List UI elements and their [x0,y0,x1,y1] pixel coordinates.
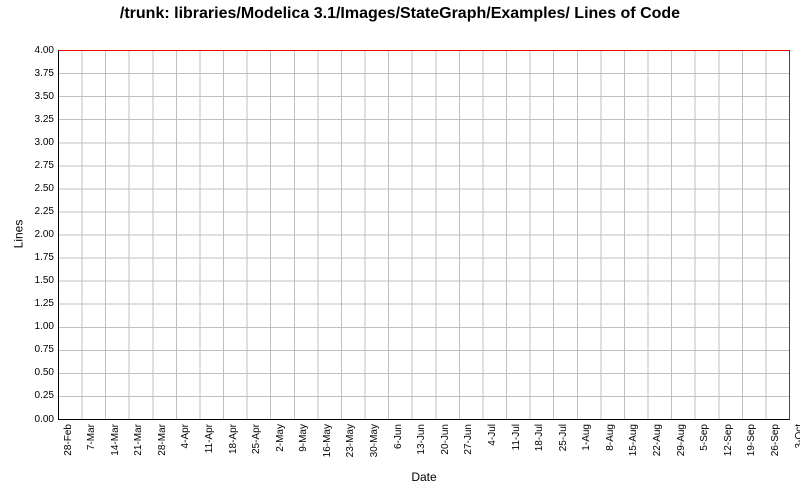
x-tick-label: 28-Mar [157,424,168,484]
x-tick-label: 29-Aug [676,424,687,484]
x-tick-label: 25-Jul [558,424,569,484]
x-tick-label: 8-Aug [605,424,616,484]
x-tick-label: 15-Aug [628,424,639,484]
x-tick-label: 11-Jul [511,424,522,484]
y-tick-label: 1.50 [20,275,54,286]
plot-area [58,50,790,420]
x-tick-label: 18-Apr [228,424,239,484]
x-tick-label: 2-May [275,424,286,484]
x-tick-label: 16-May [322,424,333,484]
x-tick-label: 20-Jun [440,424,451,484]
y-tick-label: 2.50 [20,183,54,194]
x-tick-label: 27-Jun [463,424,474,484]
x-tick-label: 7-Mar [86,424,97,484]
x-tick-label: 26-Sep [770,424,781,484]
y-tick-label: 1.25 [20,298,54,309]
x-tick-label: 28-Feb [63,424,74,484]
x-tick-label: 12-Sep [723,424,734,484]
y-tick-label: 3.25 [20,114,54,125]
y-tick-label: 2.75 [20,160,54,171]
y-tick-label: 2.00 [20,229,54,240]
x-tick-label: 21-Mar [133,424,144,484]
y-tick-label: 0.50 [20,367,54,378]
x-tick-label: 6-Jun [393,424,404,484]
y-tick-label: 2.25 [20,206,54,217]
y-tick-label: 1.75 [20,252,54,263]
x-tick-label: 30-May [369,424,380,484]
x-tick-label: 18-Jul [534,424,545,484]
y-tick-label: 1.00 [20,321,54,332]
chart-svg [58,50,790,420]
x-tick-label: 25-Apr [251,424,262,484]
y-tick-label: 0.00 [20,414,54,425]
y-tick-label: 4.00 [20,45,54,56]
x-tick-label: 13-Jun [416,424,427,484]
x-tick-label: 1-Aug [581,424,592,484]
x-tick-label: 9-May [298,424,309,484]
x-tick-label: 4-Jul [487,424,498,484]
x-tick-label: 11-Apr [204,424,215,484]
x-tick-label: 22-Aug [652,424,663,484]
x-tick-label: 23-May [345,424,356,484]
x-tick-label: 5-Sep [699,424,710,484]
x-tick-label: 4-Apr [180,424,191,484]
y-tick-label: 0.25 [20,390,54,401]
x-tick-label: 3-Oct [794,424,800,484]
y-tick-label: 3.50 [20,91,54,102]
y-tick-label: 3.75 [20,68,54,79]
y-tick-label: 0.75 [20,344,54,355]
y-tick-label: 3.00 [20,137,54,148]
x-tick-label: 19-Sep [746,424,757,484]
chart-title: /trunk: libraries/Modelica 3.1/Images/St… [0,4,800,24]
x-tick-label: 14-Mar [110,424,121,484]
